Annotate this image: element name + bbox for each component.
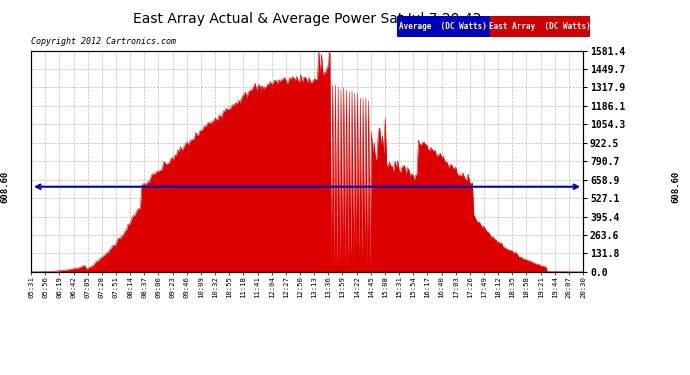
Text: Copyright 2012 Cartronics.com: Copyright 2012 Cartronics.com	[31, 37, 176, 46]
Text: East Array Actual & Average Power Sat Jul 7 20:42: East Array Actual & Average Power Sat Ju…	[132, 12, 482, 26]
Text: East Array  (DC Watts): East Array (DC Watts)	[489, 22, 591, 31]
Text: Average  (DC Watts): Average (DC Watts)	[400, 22, 487, 31]
Text: 608.60: 608.60	[0, 171, 10, 203]
Text: 608.60: 608.60	[671, 171, 681, 203]
